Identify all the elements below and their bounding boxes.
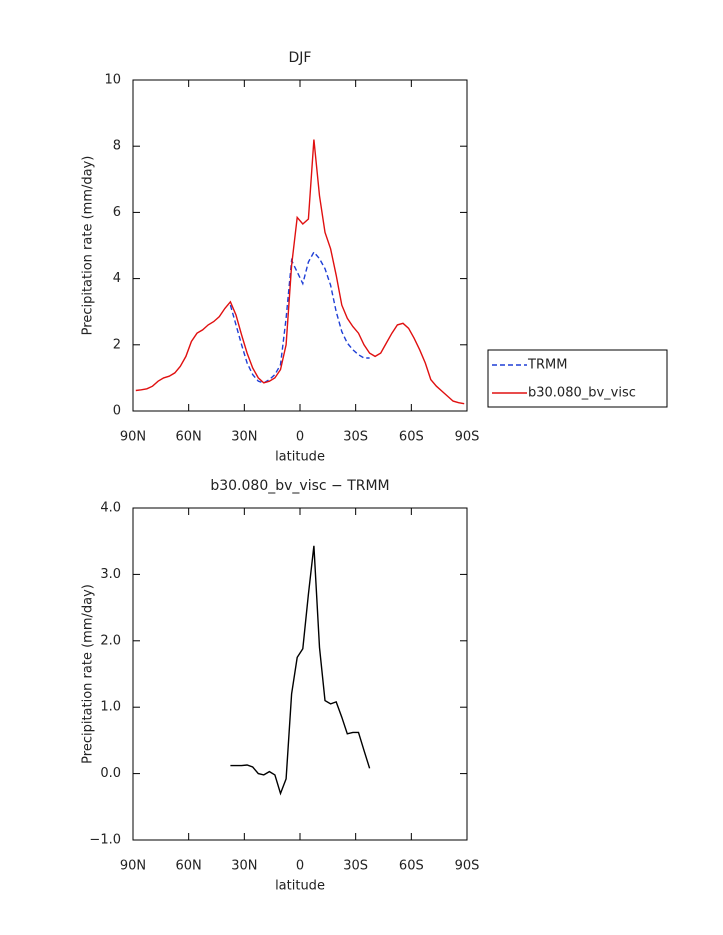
x-tick-label: 90N <box>120 430 146 445</box>
x-tick-label: 0 <box>296 859 304 874</box>
y-tick-label: 3.0 <box>100 567 121 582</box>
x-tick-label: 30S <box>343 859 368 874</box>
x-tick-label: 30N <box>231 430 257 445</box>
y-tick-label: 6 <box>113 205 121 220</box>
y-tick-label: −1.0 <box>89 833 121 848</box>
legend-box <box>487 349 668 408</box>
y-tick-label: 10 <box>104 73 121 88</box>
data-line <box>229 250 370 384</box>
y-axis-label: Precipitation rate (mm/day) <box>81 584 96 764</box>
chart-title: b30.080_bv_visc − TRMM <box>210 478 389 494</box>
y-tick-label: 0.0 <box>100 766 121 781</box>
legend-label: TRMM <box>527 358 567 373</box>
x-axis-label: latitude <box>275 450 325 465</box>
y-axis-label: Precipitation rate (mm/day) <box>81 156 96 336</box>
x-tick-label: 60N <box>176 859 202 874</box>
x-tick-label: 0 <box>296 430 304 445</box>
y-tick-label: 8 <box>113 139 121 154</box>
x-tick-label: 60S <box>399 430 424 445</box>
x-tick-label: 90N <box>120 859 146 874</box>
x-tick-label: 30S <box>343 430 368 445</box>
legend-label: b30.080_bv_visc <box>528 386 636 401</box>
x-tick-label: 60N <box>176 430 202 445</box>
y-tick-label: 1.0 <box>100 700 121 715</box>
data-line <box>135 139 465 405</box>
y-tick-label: 0 <box>113 404 121 419</box>
y-tick-label: 2.0 <box>100 633 121 648</box>
x-tick-label: 90S <box>455 430 480 445</box>
y-tick-label: 4.0 <box>100 501 121 516</box>
plot-frame <box>132 507 468 841</box>
y-tick-label: 2 <box>113 337 121 352</box>
x-tick-label: 90S <box>455 859 480 874</box>
x-tick-label: 30N <box>231 859 257 874</box>
chart-title: DJF <box>289 50 312 66</box>
y-tick-label: 4 <box>113 271 121 286</box>
data-line <box>230 545 371 796</box>
x-axis-label: latitude <box>275 879 325 894</box>
x-tick-label: 60S <box>399 859 424 874</box>
